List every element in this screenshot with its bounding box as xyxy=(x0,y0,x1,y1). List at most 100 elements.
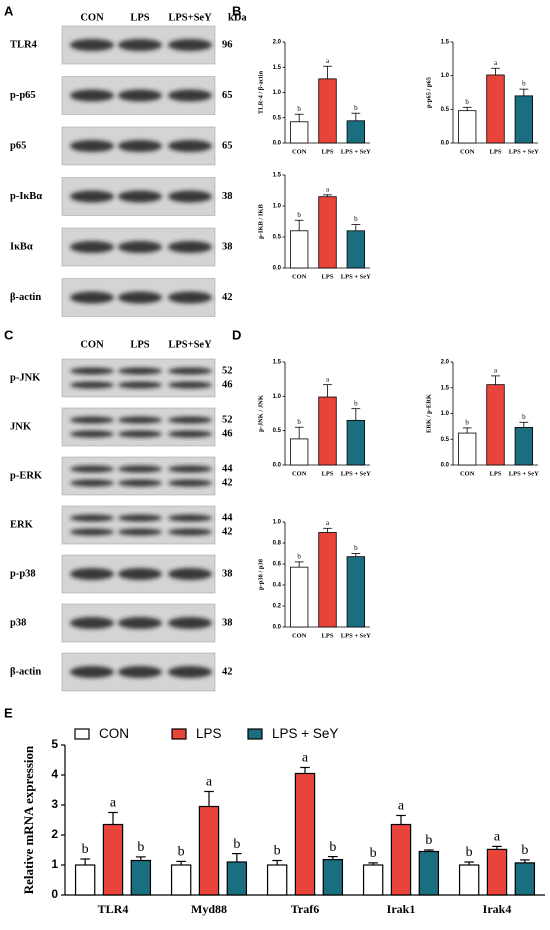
band xyxy=(118,241,162,253)
band xyxy=(70,666,114,678)
x-tick-label: LPS xyxy=(490,148,502,155)
y-tick-label: 0.8 xyxy=(273,541,282,547)
bar xyxy=(289,438,309,466)
bar xyxy=(514,862,536,896)
y-tick-label: 0.0 xyxy=(273,141,282,147)
panel-label: D xyxy=(232,327,241,342)
band xyxy=(70,241,114,253)
y-tick-label: 1.0 xyxy=(273,204,282,210)
band xyxy=(168,416,212,424)
significance-letter: a xyxy=(326,185,330,193)
y-tick-label: 2.0 xyxy=(441,360,450,366)
band xyxy=(118,528,162,536)
significance-letter: a xyxy=(398,799,405,814)
significance-letter: a xyxy=(110,796,117,811)
band xyxy=(168,568,212,580)
bar xyxy=(390,823,412,896)
significance-letter: b xyxy=(274,844,281,859)
protein-label: p-p38 xyxy=(10,568,36,579)
y-tick-label: 1.5 xyxy=(441,40,450,46)
panel-label: B xyxy=(232,3,241,18)
significance-letter: a xyxy=(494,59,498,67)
kda-label: 52 xyxy=(222,365,233,376)
protein-label: p-ERK xyxy=(10,470,43,481)
x-tick-label: LPS + SeY xyxy=(341,470,371,477)
x-tick-label: CON xyxy=(292,632,307,639)
y-tick-label: 1.0 xyxy=(441,411,450,417)
blot xyxy=(61,505,216,545)
band xyxy=(70,479,114,487)
x-tick-label: LPS xyxy=(322,273,334,280)
band xyxy=(118,568,162,580)
band xyxy=(168,514,212,522)
y-tick-label: 1.5 xyxy=(441,385,450,391)
x-tick-label: CON xyxy=(292,148,307,155)
y-tick-label: 1.0 xyxy=(441,73,450,79)
kda-label: 46 xyxy=(222,428,233,439)
y-tick-label: 0.0 xyxy=(273,266,282,272)
significance-letter: a xyxy=(326,57,330,65)
significance-letter: a xyxy=(494,367,498,375)
significance-letter: b xyxy=(297,105,301,113)
band xyxy=(70,89,114,102)
y-tick-label: 5 xyxy=(51,737,58,751)
band xyxy=(118,416,162,424)
significance-letter: b xyxy=(297,211,301,219)
protein-label: β-actin xyxy=(10,292,41,303)
kda-label: 38 xyxy=(222,191,233,202)
protein-label: TLR4 xyxy=(10,39,38,50)
significance-letter: b xyxy=(354,104,358,112)
y-tick-label: 2 xyxy=(51,827,58,841)
x-tick-label: LPS xyxy=(322,632,334,639)
significance-letter: b xyxy=(466,845,473,860)
significance-letter: b xyxy=(354,544,358,552)
bar xyxy=(170,864,192,896)
band xyxy=(70,39,114,51)
kda-label: 42 xyxy=(222,477,233,488)
kda-label: 42 xyxy=(222,526,233,537)
band xyxy=(70,291,114,304)
band xyxy=(70,416,114,424)
panel-label: E xyxy=(4,705,13,720)
bar xyxy=(486,848,508,896)
blot xyxy=(61,407,216,447)
panel-label: C xyxy=(4,327,14,342)
y-tick-label: 0.5 xyxy=(273,115,282,121)
band xyxy=(118,367,162,375)
bar xyxy=(318,196,337,269)
significance-letter: b xyxy=(329,840,336,855)
significance-letter: a xyxy=(326,519,330,527)
band xyxy=(168,241,212,253)
blot xyxy=(61,358,216,398)
kda-label: 44 xyxy=(222,463,233,474)
kda-label: 42 xyxy=(222,666,233,677)
y-tick-label: 1.0 xyxy=(273,90,282,96)
band xyxy=(118,666,162,678)
kda-label: 38 xyxy=(222,241,233,252)
band xyxy=(168,39,212,51)
band xyxy=(168,430,212,438)
significance-letter: a xyxy=(302,751,309,766)
bar xyxy=(346,230,366,269)
bar xyxy=(514,95,534,144)
y-tick-label: 1 xyxy=(51,857,58,871)
y-tick-label: 0.6 xyxy=(273,562,282,568)
lane-label: CON xyxy=(80,12,104,23)
x-tick-label: LPS xyxy=(322,470,334,477)
x-tick-label: Traf6 xyxy=(291,902,319,916)
band xyxy=(168,617,212,629)
x-tick-label: LPS + SeY xyxy=(341,148,371,155)
kda-label: 38 xyxy=(222,568,233,579)
kda-label: 65 xyxy=(222,140,233,151)
kda-label: 96 xyxy=(222,39,233,50)
band xyxy=(70,381,114,389)
band xyxy=(118,465,162,473)
kda-label: 65 xyxy=(222,90,233,101)
legend-swatch xyxy=(247,728,263,740)
y-axis-label: ERK / p-ERK xyxy=(425,394,432,433)
band xyxy=(118,514,162,522)
bar xyxy=(318,532,337,628)
significance-letter: b xyxy=(465,98,469,106)
significance-letter: b xyxy=(522,413,526,421)
